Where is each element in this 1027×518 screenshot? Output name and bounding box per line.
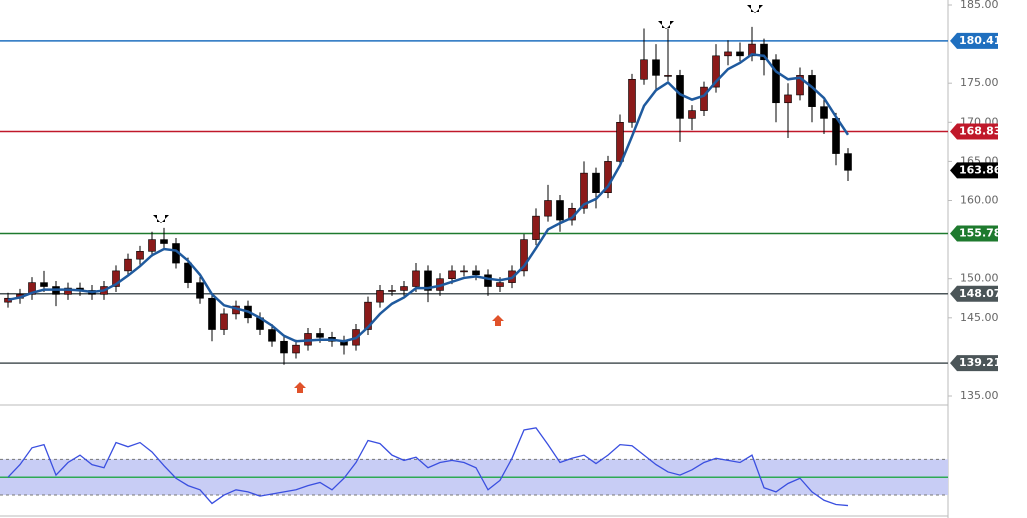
candle-body: [724, 51, 732, 57]
candle-body: [520, 239, 528, 272]
price-badge-label: 163.86: [959, 163, 1002, 176]
sell-arrow: [747, 5, 763, 13]
candle-body: [268, 329, 276, 342]
candle-body: [208, 297, 216, 330]
candle-body: [220, 313, 228, 330]
price-badge: [950, 123, 998, 140]
candle-body: [460, 270, 468, 273]
candle-body: [544, 200, 552, 217]
candle-body: [112, 270, 120, 287]
price-badge: [950, 162, 998, 179]
candle-body: [412, 270, 420, 287]
price-badge: [950, 355, 998, 372]
y-tick-label: 185.00: [960, 0, 999, 11]
candle-body: [316, 333, 324, 338]
candle-body: [136, 251, 144, 260]
candle-body: [28, 282, 36, 295]
moving-average: [7, 52, 850, 343]
candle-body: [472, 270, 480, 276]
y-tick-label: 175.00: [960, 76, 999, 89]
y-tick-label: 160.00: [960, 194, 999, 207]
candle-body: [604, 161, 612, 193]
candle-body: [184, 262, 192, 283]
candle-body: [664, 75, 672, 77]
candle-body: [280, 340, 288, 354]
candle-body: [448, 270, 456, 280]
candle-body: [496, 282, 504, 287]
candle-body: [832, 118, 840, 154]
candle-body: [748, 43, 756, 57]
oscillator-line: [7, 427, 849, 507]
price-badge-label: 139.21: [959, 356, 1001, 369]
y-tick-label: 135.00: [960, 389, 999, 402]
price-badge: [950, 32, 998, 49]
candle-body: [400, 286, 408, 291]
buy-arrow: [492, 315, 504, 326]
price-badge-label: 148.07: [959, 287, 1001, 300]
candle-body: [616, 122, 624, 162]
candle-body: [784, 94, 792, 104]
candle-body: [388, 290, 396, 292]
sell-arrow: [658, 21, 674, 29]
candle-body: [376, 290, 384, 303]
candle-body: [712, 55, 720, 88]
candle-body: [484, 274, 492, 287]
candle-body: [580, 172, 588, 209]
candle-body: [196, 282, 204, 299]
price-badge-label: 180.41: [959, 34, 1001, 47]
candle-body: [676, 75, 684, 119]
price-badge: [950, 225, 998, 242]
sell-arrow: [153, 215, 169, 223]
candle-body: [736, 51, 744, 57]
candle-body: [652, 59, 660, 76]
candle-body: [364, 301, 372, 330]
y-tick-label: 145.00: [960, 311, 999, 324]
signal-arrows: [153, 5, 763, 393]
candle-body: [40, 282, 48, 287]
candle-body: [124, 258, 132, 272]
price-badge-label: 155.78: [959, 227, 1001, 240]
buy-arrow: [294, 382, 306, 393]
y-tick-label: 150.00: [960, 272, 999, 285]
candle-body: [532, 215, 540, 240]
candle-body: [148, 239, 156, 252]
candle-body: [760, 43, 768, 61]
candle-body: [64, 287, 72, 295]
candle-body: [700, 86, 708, 111]
candle-body: [820, 106, 828, 119]
candle-body: [688, 110, 696, 119]
candle-body: [424, 270, 432, 291]
candle-body: [160, 239, 168, 244]
candle-body: [844, 153, 852, 171]
candle-body: [292, 344, 300, 354]
candle-body: [592, 172, 600, 193]
candle-body: [556, 200, 564, 221]
price-badge-label: 168.83: [959, 124, 1001, 137]
price-badge: [950, 285, 998, 302]
candle-body: [796, 75, 804, 96]
candle-body: [640, 59, 648, 80]
candle-body: [772, 59, 780, 104]
candle-body: [628, 78, 636, 123]
